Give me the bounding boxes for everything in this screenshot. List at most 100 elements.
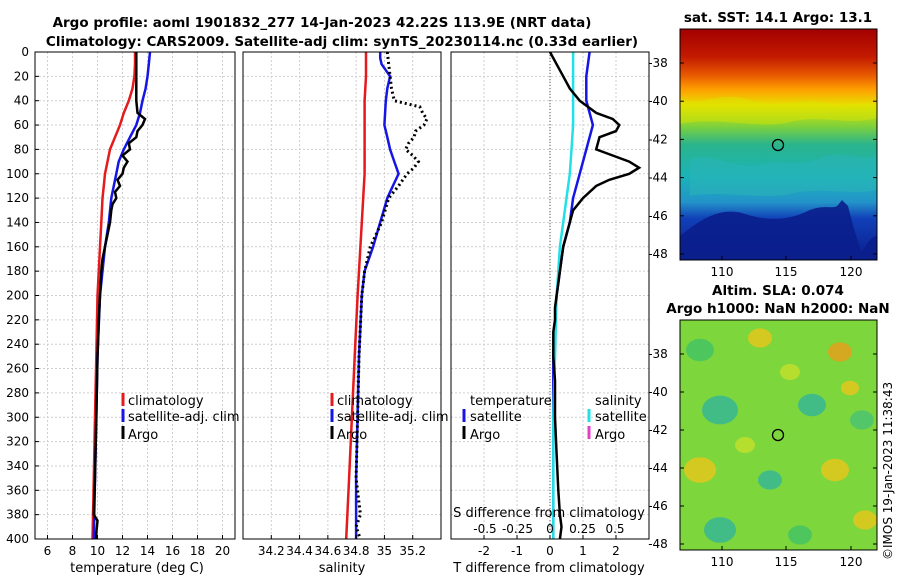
- y-tick-label: 240: [6, 337, 29, 351]
- sla-map-features: [684, 328, 877, 545]
- sst-map-title: sat. SST: 14.1 Argo: 13.1: [684, 10, 872, 26]
- x-tick-label: -2: [478, 544, 490, 558]
- salinity-axis-label: salinity: [319, 561, 366, 576]
- lat-tick-label: -48: [648, 537, 668, 551]
- legend-climatology: climatology: [128, 394, 204, 409]
- x-tick-label: 16: [165, 544, 180, 558]
- lat-tick-label: -42: [648, 132, 668, 146]
- sla-anomaly-blob: [702, 395, 738, 425]
- s-difference-axis-label: S difference from climatology: [453, 506, 645, 521]
- salinity-lines: [344, 52, 429, 539]
- x-tick-label: 10: [90, 544, 105, 558]
- x-tick-label: 20: [215, 544, 230, 558]
- lon-tick-label: 110: [711, 265, 734, 279]
- legend-argo: Argo: [128, 428, 158, 443]
- sla-anomaly-blob: [684, 457, 716, 483]
- lon-tick-label: 110: [711, 555, 734, 569]
- legend-t-argo: Argo: [470, 428, 500, 443]
- y-tick-label: 260: [6, 362, 29, 376]
- sla-anomaly-blob: [748, 328, 772, 348]
- temperature-lines: [91, 52, 152, 539]
- x-tick-label: 0: [546, 544, 554, 558]
- temp-argo-line: [92, 52, 147, 539]
- figure-title-line2: Climatology: CARS2009. Satellite-adj cli…: [46, 34, 638, 50]
- t-difference-axis-ticks: -2 -1 0 1 2: [478, 535, 620, 558]
- y-tick-label: 40: [14, 94, 29, 108]
- salinity-grid: [243, 51, 441, 540]
- sst-map: sat. SST: 14.1 Argo: 13.1 -38 -40 -42 -44 -4…: [648, 10, 878, 279]
- s-satellite-diff-line: [552, 52, 575, 539]
- sst-map-features: [680, 96, 877, 260]
- y-tick-label: 320: [6, 435, 29, 449]
- legend-satellite: satellite-adj. clim: [337, 410, 449, 425]
- s-tick-label: 0.5: [605, 522, 624, 536]
- temp-climatology-line: [91, 52, 137, 539]
- sla-anomaly-blob: [704, 517, 736, 543]
- difference-panel: -2 -1 0 1 2 -0.5 -0.25 0 0.25 0.5 S difference f…: [450, 51, 650, 576]
- t-argo-diff-line: [548, 52, 642, 539]
- x-tick-label: 35: [377, 544, 392, 558]
- lat-tick-label: -42: [648, 423, 668, 437]
- lat-tick-label: -46: [648, 499, 668, 513]
- sal-argo-line: [354, 52, 429, 539]
- y-tick-label: 60: [14, 118, 29, 132]
- salinity-axis-ticks: 34.2 34.4 34.6 34.8 35 35.2: [258, 535, 426, 558]
- legend-temperature-title: temperature: [470, 394, 552, 409]
- sla-anomaly-blob: [788, 525, 812, 545]
- x-tick-label: 35.2: [399, 544, 426, 558]
- y-tick-label: 300: [6, 410, 29, 424]
- x-tick-label: 34.4: [286, 544, 313, 558]
- lon-tick-label: 115: [775, 265, 798, 279]
- imos-watermark: ©IMOS 19-Jan-2023 11:38:43: [881, 382, 895, 560]
- sla-anomaly-blob: [798, 393, 826, 417]
- salinity-axes-frame: [242, 51, 442, 540]
- lat-tick-label: -40: [648, 385, 668, 399]
- x-tick-label: 34.2: [258, 544, 285, 558]
- x-tick-label: -1: [511, 544, 523, 558]
- sla-anomaly-blob: [780, 364, 800, 380]
- sla-lon-ticks: 110 115 120: [711, 546, 862, 569]
- legend-climatology: climatology: [337, 394, 413, 409]
- legend-t-satellite: satellite: [470, 410, 522, 425]
- y-tick-label: 400: [6, 532, 29, 546]
- sla-anomaly-blob: [758, 470, 782, 490]
- lat-tick-label: -44: [648, 461, 668, 475]
- x-tick-label: 14: [140, 544, 155, 558]
- argo-location-marker: [771, 138, 785, 152]
- sla-anomaly-blob: [850, 410, 874, 430]
- temperature-legend: climatology satellite-adj. clim Argo: [121, 393, 240, 443]
- sla-anomaly-blob: [841, 380, 859, 396]
- depth-axis-ticks: 0 20 40 60 80 100 120 140 160 180 200 220 240 260 280 3…: [6, 45, 39, 546]
- y-tick-label: 280: [6, 386, 29, 400]
- legend-argo: Argo: [337, 428, 367, 443]
- sla-anomaly-blob: [686, 338, 714, 362]
- y-tick-label: 200: [6, 289, 29, 303]
- legend-s-argo: Argo: [595, 428, 625, 443]
- sla-lat-ticks: -38 -40 -42 -44 -46 -48: [648, 347, 877, 551]
- difference-grid: [451, 51, 649, 540]
- lat-tick-label: -48: [648, 247, 668, 261]
- x-tick-label: 2: [612, 544, 620, 558]
- sst-lat-ticks: -38 -40 -42 -44 -46 -48: [648, 56, 877, 261]
- y-tick-label: 80: [14, 142, 29, 156]
- temperature-axis-ticks: 6 8 10 12 14 16 18 20: [44, 535, 230, 558]
- lon-tick-label: 115: [775, 555, 798, 569]
- legend-salinity-title: salinity: [595, 394, 642, 409]
- salinity-legend: climatology satellite-adj. clim Argo: [330, 393, 449, 443]
- y-tick-label: 160: [6, 240, 29, 254]
- salinity-panel: 34.2 34.4 34.6 34.8 35 35.2 salinity climatol…: [242, 51, 449, 576]
- y-tick-label: 220: [6, 313, 29, 327]
- x-tick-label: 34.6: [314, 544, 341, 558]
- y-tick-label: 380: [6, 508, 29, 522]
- sst-lon-ticks: 110 115 120: [711, 256, 862, 279]
- x-tick-label: 12: [115, 544, 130, 558]
- s-tick-label: 0.25: [569, 522, 596, 536]
- legend-s-satellite: satellite: [595, 410, 647, 425]
- y-tick-label: 0: [21, 45, 29, 59]
- x-tick-label: 18: [190, 544, 205, 558]
- t-difference-axis-label: T difference from climatology: [452, 561, 645, 576]
- y-tick-label: 360: [6, 483, 29, 497]
- lat-tick-label: -40: [648, 94, 668, 108]
- sla-map-title-line1: Altim. SLA: 0.074: [712, 283, 844, 299]
